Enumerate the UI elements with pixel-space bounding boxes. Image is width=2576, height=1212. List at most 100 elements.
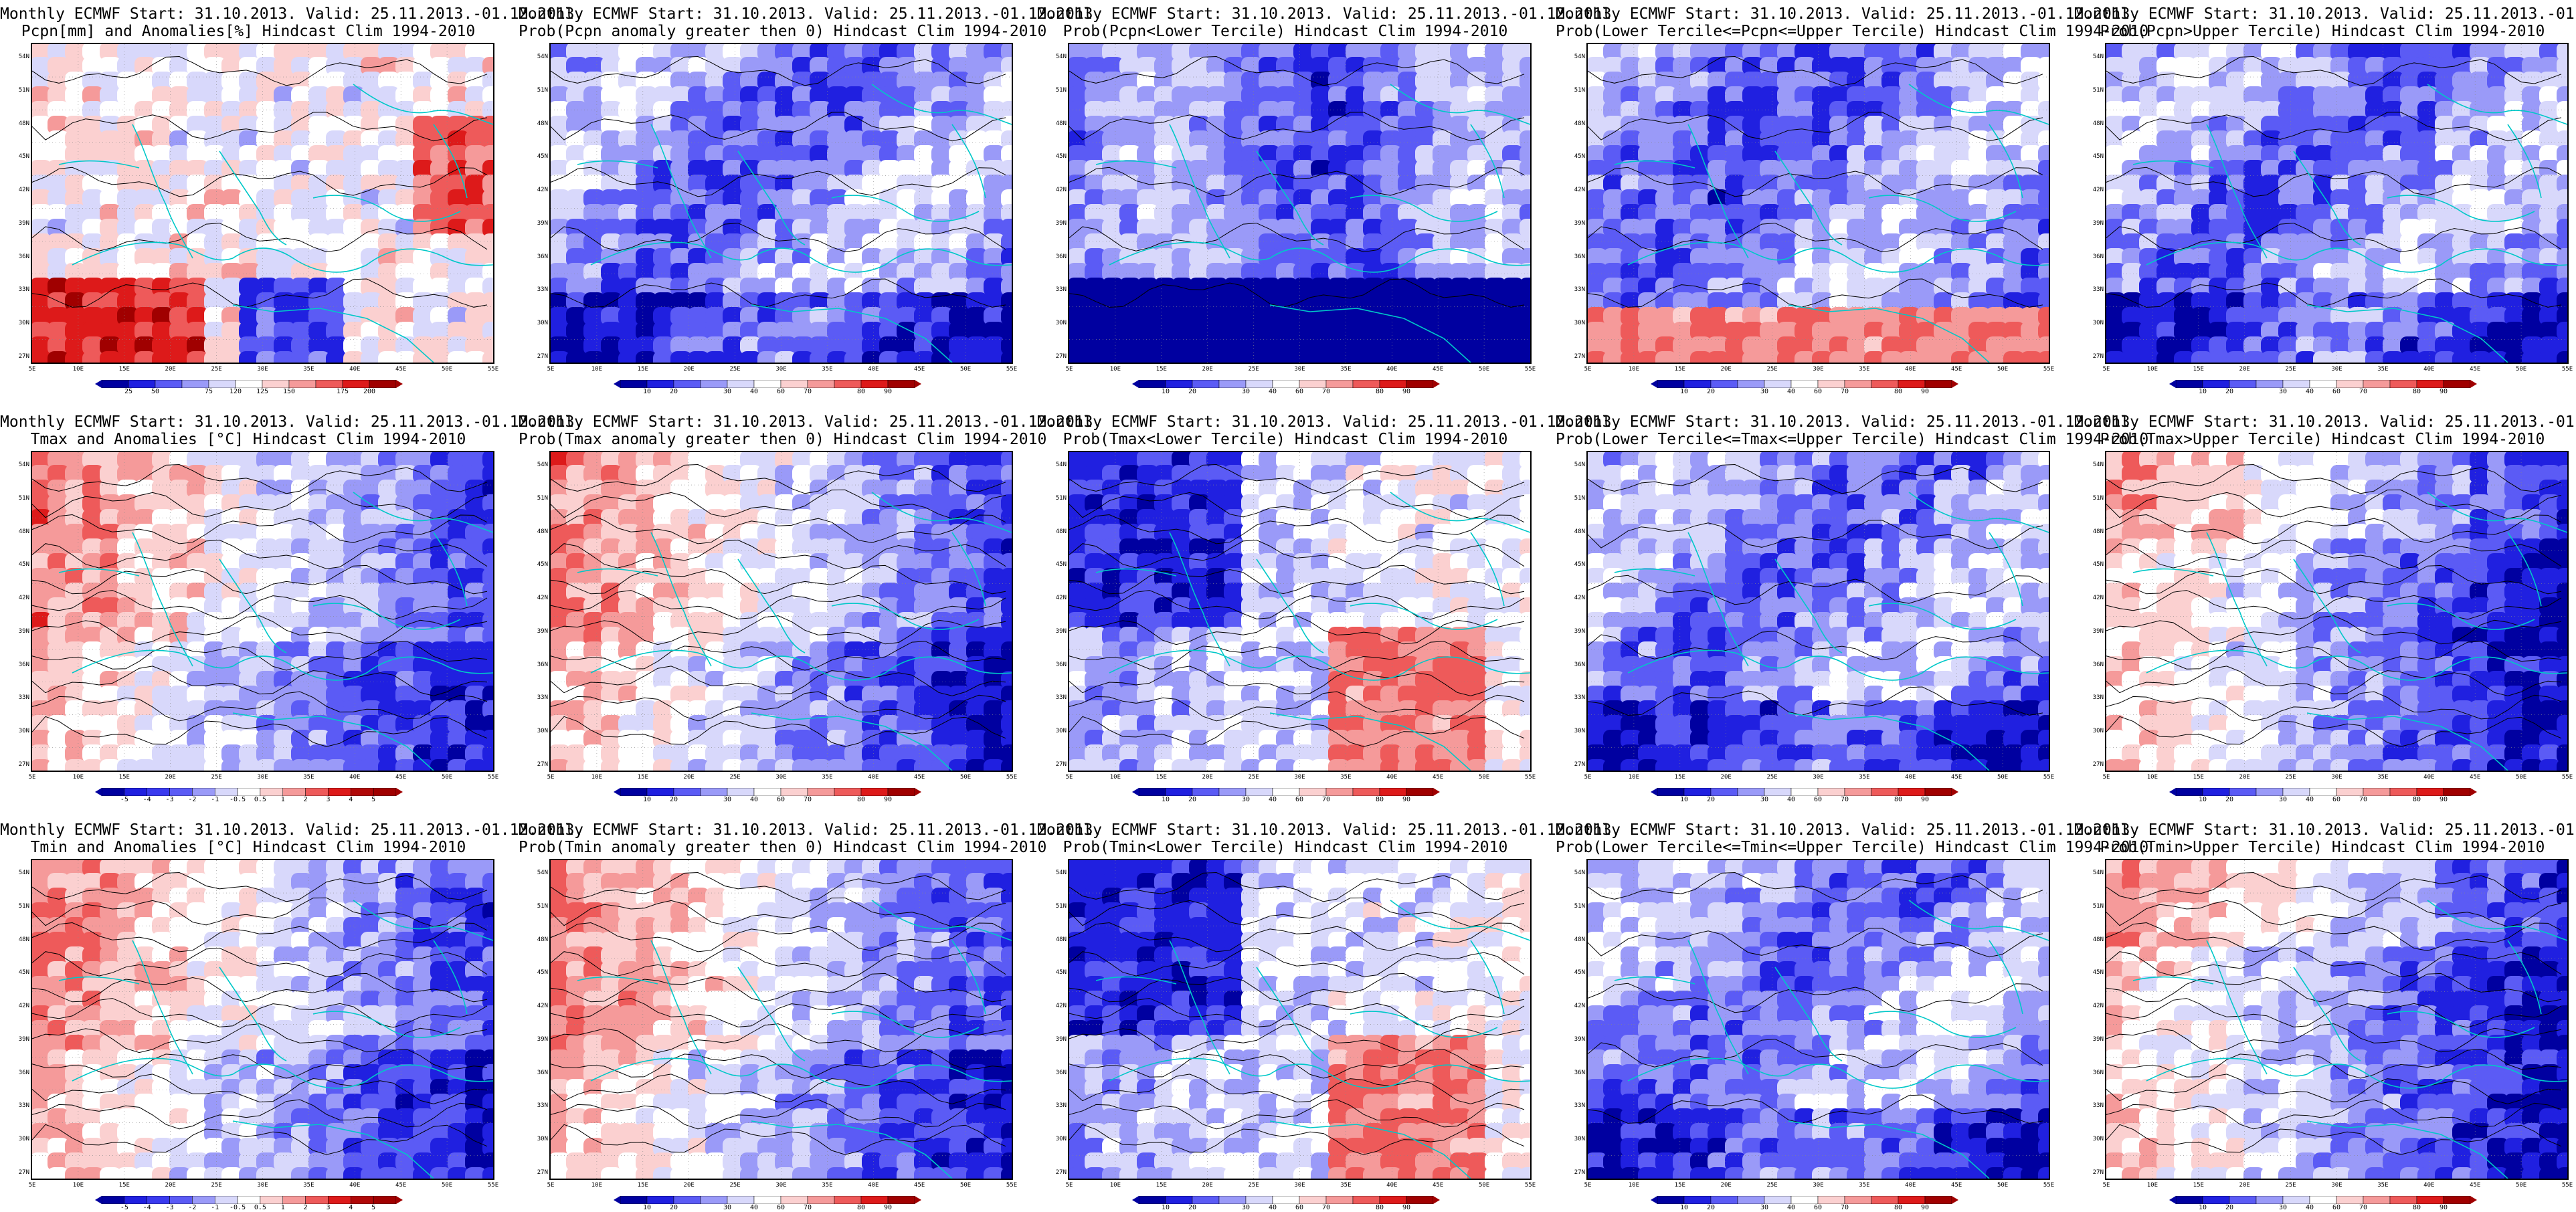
colorbar-label: 40 (741, 796, 767, 803)
colorbar-swatch (1326, 788, 1353, 796)
colorbar-swatch (351, 1196, 373, 1204)
colorbar-swatch (1738, 380, 1764, 388)
lon-tick-label: 5E (19, 774, 45, 781)
lat-tick-label: 48N (7, 528, 29, 535)
colorbar-swatch (1406, 1196, 1433, 1204)
colorbar-swatch (1139, 380, 1166, 388)
lon-tick-label: 35E (1332, 366, 1359, 373)
colorbar-swatch (888, 380, 915, 388)
shaded-field (551, 44, 1012, 363)
colorbar-swatch (2336, 788, 2363, 796)
colorbar-swatch (283, 788, 306, 796)
colorbar-label: 30 (1751, 1204, 1778, 1211)
lat-tick-label: 42N (1562, 1003, 1585, 1009)
colorbar-label: 90 (1912, 1204, 1938, 1211)
lon-tick-label: 10E (1621, 366, 1647, 373)
colorbar-label: 70 (1831, 388, 1858, 395)
lat-tick-label: 48N (525, 120, 548, 127)
lat-tick-label: 48N (2081, 936, 2104, 943)
colorbar (1651, 788, 1958, 796)
panel-title-line2: Prob(Tmax>Upper Tercile) Hindcast Clim 1… (2074, 431, 2571, 448)
colorbar-swatches (1132, 788, 1440, 796)
lon-tick-label: 15E (630, 1182, 656, 1189)
colorbar-swatch (170, 788, 193, 796)
colorbar-label: 20 (2216, 1204, 2243, 1211)
colorbar-swatch (1818, 1196, 1845, 1204)
colorbar-swatch (1871, 380, 1898, 388)
panel-title-line2: Prob(Tmin<Lower Tercile) Hindcast Clim 1… (1037, 839, 1534, 856)
colorbar-label: 90 (1393, 1204, 1420, 1211)
colorbar-swatch (834, 380, 861, 388)
lon-tick-label: 30E (250, 366, 276, 373)
colorbar-high-arrow (2470, 788, 2477, 796)
colorbar-swatch (1192, 1196, 1219, 1204)
lat-tick-label: 54N (1562, 870, 1585, 876)
lon-tick-label: 45E (387, 774, 414, 781)
lon-tick-label: 30E (2324, 774, 2351, 781)
colorbar-swatch (2310, 380, 2336, 388)
lon-tick-label: 25E (722, 774, 749, 781)
lat-tick-label: 30N (525, 1136, 548, 1142)
lon-tick-label: 50E (2508, 774, 2535, 781)
colorbar-swatch (1845, 380, 1871, 388)
colorbar-swatch (1898, 1196, 1925, 1204)
colorbar-label: 70 (794, 1204, 821, 1211)
colorbar-swatch (2390, 380, 2417, 388)
lat-tick-label: 45N (7, 969, 29, 976)
colorbar-swatch (808, 1196, 834, 1204)
lat-tick-label: 42N (1044, 1003, 1067, 1009)
colorbar-swatch (2363, 1196, 2390, 1204)
map-canvas (1588, 860, 2049, 1179)
lat-tick-label: 45N (1562, 969, 1585, 976)
lon-tick-label: 55E (2035, 1182, 2062, 1189)
lat-tick-label: 48N (525, 936, 548, 943)
lat-tick-label: 48N (1044, 936, 1067, 943)
lat-tick-label: 51N (525, 495, 548, 502)
colorbar-swatch (701, 788, 727, 796)
colorbar-high-arrow (915, 380, 921, 388)
lon-tick-label: 5E (1056, 366, 1083, 373)
colorbar-label: 20 (1697, 388, 1724, 395)
colorbar-swatch (647, 380, 674, 388)
lat-tick-label: 51N (1044, 903, 1067, 910)
colorbar-swatches (2169, 1196, 2477, 1204)
lat-tick-label: 48N (1562, 120, 1585, 127)
colorbar-swatch (2283, 1196, 2310, 1204)
lat-tick-label: 54N (1562, 54, 1585, 60)
lon-tick-label: 55E (2035, 774, 2062, 781)
lon-tick-label: 10E (65, 366, 92, 373)
lon-tick-label: 45E (1943, 774, 1970, 781)
map-area (549, 859, 1013, 1180)
colorbar-label: 60 (1286, 1204, 1313, 1211)
lat-tick-label: 39N (2081, 220, 2104, 227)
colorbar-label: 80 (1366, 796, 1393, 803)
lat-tick-label: 42N (1044, 595, 1067, 601)
colorbar-label: 40 (2296, 388, 2323, 395)
lon-tick-label: 50E (1989, 774, 2016, 781)
panel-title-line2: Prob(Tmin anomaly greater then 0) Hindca… (519, 839, 1015, 856)
colorbar-label: 20 (1179, 388, 1206, 395)
lat-tick-label: 45N (1044, 969, 1067, 976)
colorbar-swatches (1651, 380, 1958, 388)
colorbar-swatch (1219, 1196, 1246, 1204)
shaded-field (2106, 452, 2567, 771)
colorbar-swatch (262, 380, 289, 388)
colorbar-swatch (1353, 788, 1380, 796)
colorbar-label: 90 (875, 388, 901, 395)
colorbar-low-arrow (2169, 380, 2176, 388)
lat-tick-label: 39N (7, 1036, 29, 1043)
lat-tick-label: 27N (2081, 353, 2104, 360)
lon-tick-label: 30E (768, 1182, 795, 1189)
lon-tick-label: 40E (2415, 366, 2442, 373)
colorbar-swatch (2444, 1196, 2470, 1204)
lat-tick-label: 36N (1044, 254, 1067, 260)
map-canvas (32, 860, 493, 1179)
lat-tick-label: 33N (7, 286, 29, 293)
colorbar-label: 20 (660, 796, 687, 803)
colorbar-swatch (1273, 380, 1299, 388)
colorbar-swatch (1764, 380, 1791, 388)
lat-tick-label: 33N (1044, 694, 1067, 701)
map-area (31, 43, 494, 364)
lat-tick-label: 36N (7, 1070, 29, 1076)
